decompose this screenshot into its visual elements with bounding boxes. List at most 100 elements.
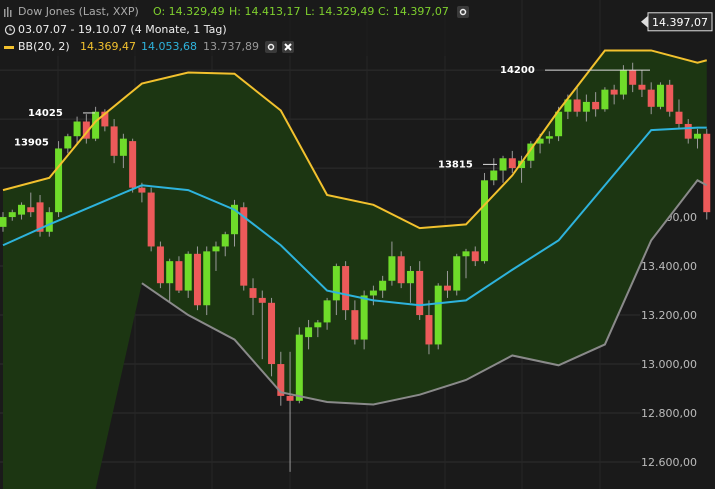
instrument: Dow Jones (Last, XXP)	[18, 5, 139, 18]
bb-lower: 13.737,89	[203, 40, 259, 53]
candle-body	[416, 270, 424, 316]
candle-body	[406, 270, 414, 284]
candle-body	[518, 160, 526, 169]
candle-body	[434, 285, 442, 345]
high: H: 14.413,17	[229, 5, 300, 18]
annotation-label: 13905	[14, 137, 49, 148]
candle-body	[305, 327, 313, 338]
candle-body	[184, 253, 192, 291]
candle-body	[545, 136, 553, 139]
candle-body	[490, 170, 498, 181]
candle-body	[462, 251, 470, 257]
candle-body	[156, 246, 164, 284]
candle-body	[601, 89, 609, 110]
candle-body	[101, 111, 109, 127]
candle-body	[629, 70, 637, 85]
annotation-label: 13815	[438, 159, 473, 170]
close: C: 14.397,07	[378, 5, 449, 18]
candle-body	[92, 111, 100, 139]
candle-body	[240, 207, 248, 286]
candle-body	[656, 84, 664, 107]
candle-body	[675, 111, 683, 124]
candle-body	[647, 89, 655, 107]
candle-body	[73, 121, 81, 137]
candle-body	[684, 123, 692, 139]
bb-swatch	[4, 46, 14, 49]
candle-body	[110, 126, 118, 156]
band-line	[2, 126, 707, 307]
candle-body	[351, 310, 359, 340]
settings-button[interactable]	[457, 6, 469, 18]
candle-body	[147, 192, 155, 247]
candle-body	[481, 180, 489, 262]
clock-hands	[9, 27, 12, 31]
candle-body	[388, 256, 396, 281]
candle-body	[64, 136, 72, 149]
candle-body	[166, 261, 174, 284]
last-price-pointer	[641, 15, 648, 28]
candle-body	[592, 101, 600, 110]
candle-body	[0, 217, 7, 227]
candle-body	[175, 261, 183, 291]
candle-body	[8, 212, 16, 218]
candle-body	[45, 212, 53, 232]
y-tick-label: 13.000,00	[641, 358, 697, 371]
candle-body	[499, 158, 507, 171]
candle-body	[27, 207, 35, 213]
candle-body	[258, 297, 266, 303]
candle-body	[564, 99, 572, 112]
candle-body	[527, 143, 535, 161]
annotation-label: 14200	[500, 65, 535, 76]
candle-body	[332, 266, 340, 301]
candle-body	[18, 204, 26, 215]
chart-icon	[4, 7, 12, 17]
settings-icon	[267, 43, 275, 51]
y-tick-label: 13.200,00	[641, 309, 697, 322]
period: 03.07.07 - 19.10.07 (4 Monate, 1 Tag)	[18, 23, 227, 36]
candle-body	[573, 99, 581, 112]
candle-body	[286, 395, 294, 401]
candle-body	[314, 322, 322, 328]
candle-body	[666, 84, 674, 112]
indicator-settings[interactable]	[265, 41, 277, 53]
candle-body	[694, 133, 701, 139]
candle-body	[425, 315, 433, 345]
bb-upper: 14.369,47	[80, 40, 136, 53]
candle-body	[508, 158, 516, 169]
candle-body	[221, 234, 229, 247]
candle-body	[323, 300, 331, 323]
y-tick-label: 12.600,00	[641, 456, 697, 469]
header-bg	[0, 0, 470, 56]
candle-body	[397, 256, 405, 284]
candle-body	[36, 202, 44, 232]
candle-body	[638, 84, 646, 90]
header: Dow Jones (Last, XXP) O: 14.329,49 H: 14…	[0, 0, 470, 56]
close-icon	[284, 43, 292, 51]
candle-body	[119, 138, 127, 156]
candle-body	[193, 253, 201, 306]
candle-body	[369, 290, 377, 296]
candle-body	[582, 101, 590, 112]
low: L: 14.329,49	[305, 5, 374, 18]
candle-body	[453, 256, 461, 291]
indicator: BB(20, 2)	[18, 40, 70, 53]
band-line	[141, 179, 708, 406]
candle-body	[277, 364, 285, 396]
bb-middle: 14.053,68	[141, 40, 197, 53]
candle-body	[610, 89, 618, 95]
y-tick-label: 12.800,00	[641, 407, 697, 420]
candle-body	[342, 266, 350, 311]
candle-body	[471, 251, 479, 262]
open: O: 14.329,49	[153, 5, 225, 18]
candle-body	[379, 280, 387, 291]
y-tick-label: 13.400,00	[641, 260, 697, 273]
candle-body	[703, 133, 711, 213]
candle-body	[295, 334, 303, 401]
candle-body	[129, 141, 137, 188]
candle-body	[138, 187, 146, 193]
candle-body	[536, 138, 544, 144]
annotation-label: 14025	[28, 108, 63, 119]
candle-body	[619, 70, 627, 95]
candle-body	[360, 295, 368, 340]
